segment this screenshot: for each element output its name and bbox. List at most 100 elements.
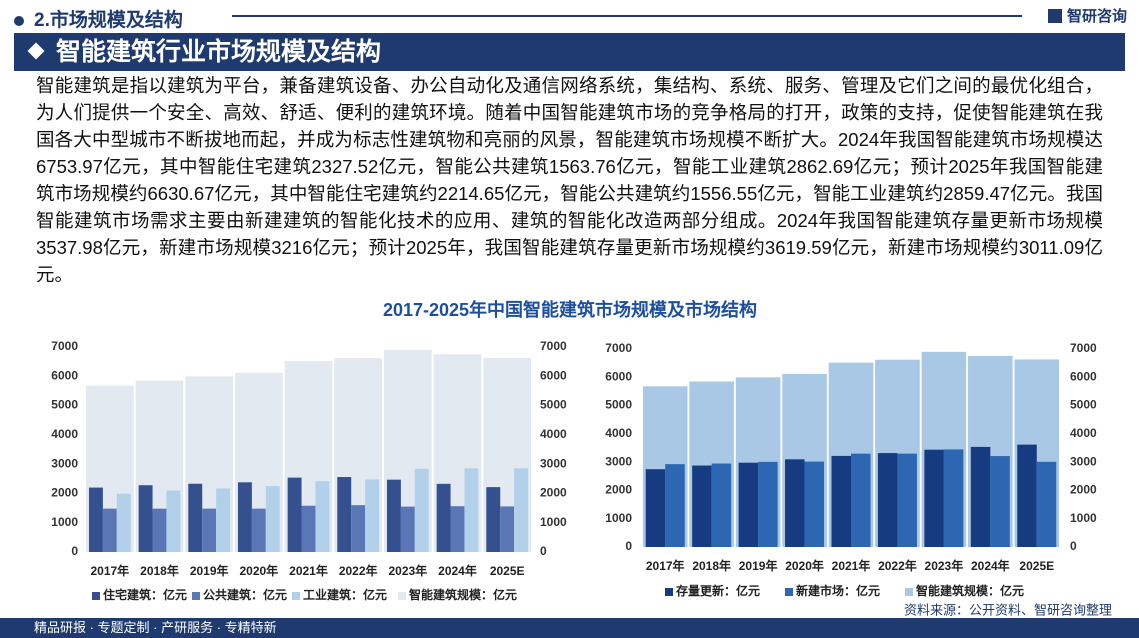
x-tick-label: 2025E [490, 564, 525, 578]
y2-tick-label: 3000 [1070, 454, 1097, 468]
bar [831, 455, 851, 547]
x-tick-label: 2019年 [190, 563, 229, 578]
bar [251, 508, 266, 552]
bar [138, 485, 153, 552]
header-line [232, 15, 1022, 17]
x-tick-label: 2022年 [878, 558, 917, 573]
x-tick-label: 2017年 [90, 563, 129, 578]
bar [1036, 461, 1057, 547]
y2-tick-label: 1000 [1070, 511, 1097, 525]
legend-label: 新建市场：亿元 [796, 583, 880, 598]
legend-label: 智能建筑规模：亿元 [915, 583, 1024, 598]
legend-swatch [292, 592, 300, 600]
bar [665, 464, 685, 547]
y-tick-label: 2000 [605, 483, 632, 497]
bar [188, 483, 203, 552]
y2-tick-label: 5000 [1070, 398, 1097, 412]
bar [514, 468, 529, 552]
y2-tick-label: 4000 [1070, 426, 1097, 440]
y2-tick-label: 4000 [540, 427, 567, 441]
bar [924, 449, 944, 547]
y2-tick-label: 7000 [1070, 341, 1097, 355]
bar [970, 446, 991, 547]
bar [500, 506, 515, 552]
x-tick-label: 2025E [1019, 559, 1054, 573]
x-tick-label: 2021年 [289, 563, 328, 578]
bar [486, 487, 501, 552]
bar [758, 461, 778, 547]
bar [216, 488, 231, 552]
x-tick-label: 2020年 [239, 563, 278, 578]
x-tick-label: 2021年 [832, 558, 871, 573]
bar [287, 477, 302, 552]
legend-swatch [905, 588, 913, 596]
section-title: 2.市场规模及结构 [14, 5, 183, 32]
legend-label: 存量更新：亿元 [675, 583, 760, 598]
bar [990, 456, 1010, 547]
y2-tick-label: 3000 [540, 456, 567, 470]
bar [943, 449, 964, 547]
x-tick-label: 2022年 [339, 563, 378, 578]
bar [450, 506, 465, 552]
y-tick-label: 3000 [51, 456, 78, 470]
bar [351, 505, 366, 552]
legend-label: 公共建筑：亿元 [203, 587, 287, 602]
y-tick-label: 4000 [605, 426, 632, 440]
source: 资料来源：公开资料、智研咨询整理 [904, 602, 1112, 617]
bar [804, 461, 825, 547]
y-tick-label: 7000 [51, 339, 78, 353]
bar [152, 508, 167, 552]
legend-swatch [785, 588, 793, 596]
bar [897, 453, 917, 547]
bar [400, 506, 415, 552]
bar [645, 469, 666, 547]
bar [1017, 444, 1037, 547]
y2-tick-label: 0 [540, 544, 547, 558]
bar [877, 453, 898, 547]
y2-tick-label: 7000 [540, 339, 567, 353]
charts: 2017-2025年中国智能建筑市场规模及市场结构 资料来源：公开资料、智研咨询… [51, 299, 1112, 618]
logo: 智研咨询 [1048, 5, 1127, 26]
bar [237, 482, 252, 552]
bar [692, 465, 712, 547]
x-tick-label: 2024年 [438, 563, 477, 578]
y2-tick-label: 1000 [540, 515, 567, 529]
x-tick-label: 2018年 [692, 558, 731, 573]
footer-text: 精品研报 · 专题定制 · 产研服务 · 专精特新 [34, 620, 277, 635]
bar [414, 468, 429, 552]
bar [711, 463, 732, 547]
y-tick-label: 2000 [51, 486, 78, 500]
legend-label: 住宅建筑：亿元 [103, 587, 187, 602]
bar [436, 483, 451, 552]
bar [386, 479, 401, 552]
y2-tick-label: 0 [1070, 539, 1077, 553]
footer: 精品研报 · 专题定制 · 产研服务 · 专精特新 [0, 618, 1139, 638]
bar [301, 505, 316, 552]
y-tick-label: 6000 [51, 368, 78, 382]
title-bar: 智能建筑行业市场规模及结构 [14, 33, 1125, 71]
y-tick-label: 0 [71, 544, 78, 558]
y-tick-label: 1000 [51, 515, 78, 529]
bar [265, 486, 280, 552]
y2-tick-label: 2000 [1070, 483, 1097, 497]
y-tick-label: 5000 [51, 398, 78, 412]
x-tick-label: 2018年 [140, 563, 179, 578]
legend-swatch [398, 592, 406, 600]
page-title: 智能建筑行业市场规模及结构 [56, 38, 382, 66]
y-tick-label: 5000 [605, 398, 632, 412]
bar [337, 477, 352, 552]
bar [785, 459, 805, 547]
bar [365, 479, 380, 552]
bar [116, 493, 131, 552]
y-tick-label: 3000 [605, 454, 632, 468]
legend-label: 工业建筑：亿元 [303, 587, 387, 602]
bar [738, 462, 759, 547]
bar [464, 468, 479, 552]
x-tick-label: 2019年 [739, 558, 778, 573]
x-tick-label: 2017年 [646, 558, 685, 573]
y-tick-label: 6000 [605, 369, 632, 383]
bar [202, 508, 217, 552]
paragraph: 智能建筑是指以建筑为平台，兼备建筑设备、办公自动化及通信网络系统，集结构、系统、… [36, 75, 1103, 285]
x-tick-label: 2020年 [785, 558, 824, 573]
